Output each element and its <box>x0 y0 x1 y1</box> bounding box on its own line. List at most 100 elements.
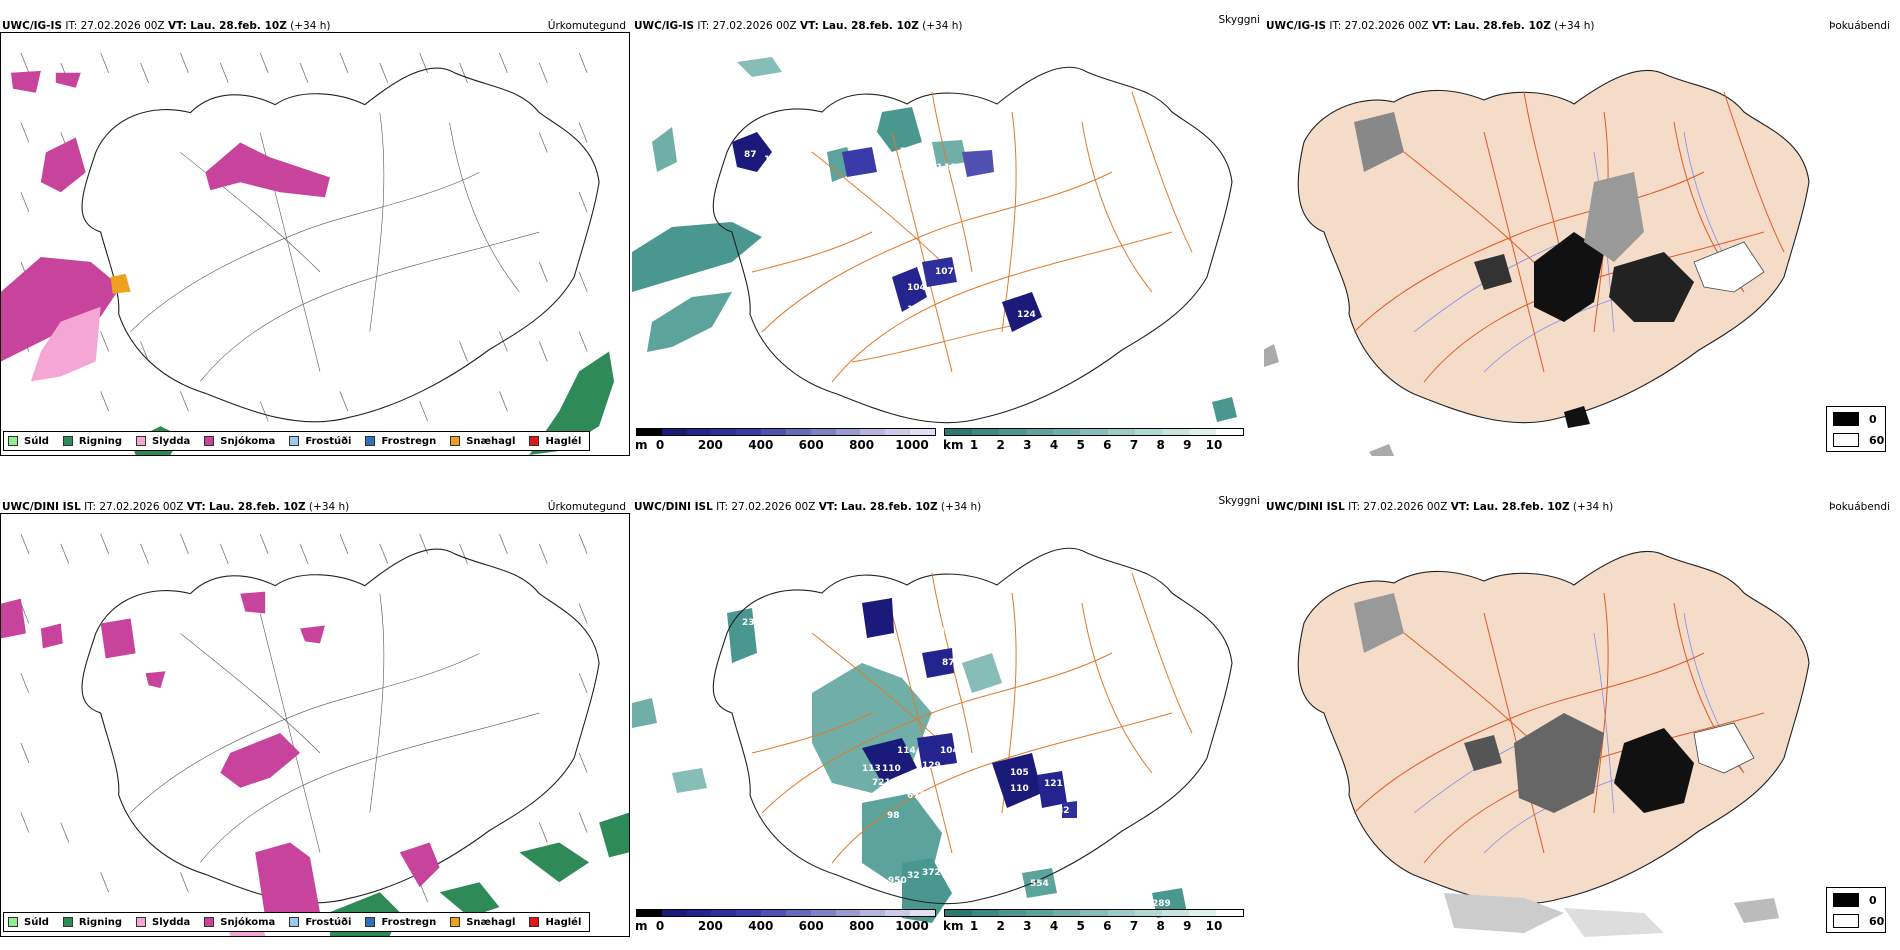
colorbar-segment <box>1080 429 1108 435</box>
colorbar-segment <box>637 429 662 435</box>
cloud-label: 230 <box>742 618 761 628</box>
colorbar-segment <box>885 910 911 916</box>
cloud-label: 721 <box>872 778 891 788</box>
cloud-label: 258 <box>944 626 963 636</box>
low-visibility-areas <box>632 57 1237 422</box>
legend-item-snjokoma: Snjókoma <box>204 917 275 928</box>
panel-header: UWC/IG-IS IT: 27.02.2026 00Z VT: Lau. 28… <box>634 14 1261 32</box>
lead-time: (+34 h) <box>1572 501 1614 513</box>
colorbar-tick: 8 <box>1156 919 1165 933</box>
cloud-label: 87 <box>744 150 757 160</box>
visibility-map: 230 194 24 50 258 87 114 104 113 110 129… <box>632 513 1262 937</box>
legend-item-frostudi: Frostúði <box>289 917 351 928</box>
fog-areas <box>1354 593 1779 937</box>
product-label: Skyggni <box>1218 14 1261 26</box>
colorbar-segment <box>1134 910 1162 916</box>
legend-item-suld: Súld <box>8 917 49 928</box>
colorbar-segment <box>910 429 935 435</box>
lead-time: (+34 h) <box>308 501 350 513</box>
lead-time: (+34 h) <box>1554 20 1595 32</box>
legend-item-suld: Súld <box>8 436 49 447</box>
colorbar-segment <box>1215 429 1244 435</box>
cloud-label: 372 <box>922 868 941 878</box>
road-network <box>751 91 1193 383</box>
cloud-base-labels: 230 194 24 50 258 87 114 104 113 110 129… <box>742 618 1171 909</box>
init-time: 27.02.2026 00Z <box>99 501 184 513</box>
colorbar-segment <box>1107 429 1135 435</box>
precip-type-map: Súld Rigning Slydda Snjókoma Frostúði Fr… <box>0 513 630 937</box>
panel-precip-type-igis: UWC/IG-IS IT: 27.02.2026 00Z VT: Lau. 28… <box>0 16 630 456</box>
colorbar-segment <box>785 429 811 435</box>
precip-type-map: Súld Rigning Slydda Snjókoma Frostúði Fr… <box>0 32 630 456</box>
valid-time: Lau. 28.feb. 10Z <box>209 501 306 513</box>
legend-swatch <box>450 917 461 927</box>
precip-type-legend: Súld Rigning Slydda Snjókoma Frostúði Fr… <box>3 912 591 932</box>
colorbar-segment <box>945 910 973 916</box>
legend-swatch <box>204 917 215 927</box>
colorbar-segment <box>972 429 1000 435</box>
fog-areas <box>1264 112 1765 456</box>
cloud-label: 581 <box>1050 310 1069 320</box>
colorbar-segment <box>761 910 786 916</box>
fog-indicator-legend: 0 60 <box>1826 406 1886 452</box>
cloud-label: 32 <box>907 871 920 881</box>
colorbar-segment <box>686 910 712 916</box>
fog-swatch-high <box>1833 893 1859 907</box>
panel-fog-indicator-igis: UWC/IG-IS IT: 27.02.2026 00Z VT: Lau. 28… <box>1264 16 1894 456</box>
colorbar-segment <box>910 910 935 916</box>
colorbar-tick: 200 <box>697 438 723 452</box>
panel-visibility-dini: UWC/DINI ISL IT: 27.02.2026 00Z VT: Lau.… <box>632 495 1262 937</box>
lead-time: (+34 h) <box>940 501 982 513</box>
panel-header: UWC/DINI ISL IT: 27.02.2026 00Z VT: Lau.… <box>2 501 626 513</box>
cloud-label: 105 <box>1010 768 1029 778</box>
colorbar-segment <box>736 429 762 435</box>
cloud-label: 191 <box>924 163 943 173</box>
iceland-coastline <box>81 548 600 904</box>
colorbar-tick: 10 <box>1205 919 1223 933</box>
colorbar-tick: 600 <box>798 919 824 933</box>
colorbar-segment <box>686 429 712 435</box>
cloud-label: 110 <box>882 764 901 774</box>
cloud-label: 131 <box>1014 283 1033 293</box>
colorbar-tick: 1000 <box>895 438 929 452</box>
cloud-label: 100 <box>764 155 783 165</box>
colorbar-tick: 800 <box>849 438 875 452</box>
colorbar-segment <box>860 910 886 916</box>
lead-time: (+34 h) <box>922 20 963 32</box>
legend-swatch <box>136 917 147 927</box>
colorbar-segment <box>945 429 973 435</box>
legend-item-slydda: Slydda <box>136 436 190 447</box>
cloud-label: 677 <box>907 791 926 801</box>
precip-areas <box>1 591 629 936</box>
low-cloud-base-areas <box>862 598 1077 818</box>
colorbar-tick: 10 <box>1205 438 1223 452</box>
colorbar-tick: 4 <box>1049 438 1059 452</box>
init-time: 27.02.2026 00Z <box>80 20 165 32</box>
colorbar-tick: 4 <box>1049 919 1059 933</box>
legend-item-rigning: Rigning <box>62 436 122 447</box>
panel-visibility-igis: UWC/IG-IS IT: 27.02.2026 00Z VT: Lau. 28… <box>632 14 1262 456</box>
legend-swatch <box>289 436 300 446</box>
visibility-colorbar: 1 2 3 4 5 6 7 8 9 10 km <box>943 428 1244 454</box>
colorbar-tick: 5 <box>1076 438 1085 452</box>
cloud-label: 104 <box>907 283 926 293</box>
legend-swatch <box>529 917 540 927</box>
cloud-base-labels: 826 87 100 450 73 191 188 107 104 13 124… <box>694 147 1069 320</box>
panel-header: UWC/IG-IS IT: 27.02.2026 00Z VT: Lau. 28… <box>2 20 626 32</box>
legend-item-haglel: Haglél <box>529 436 581 447</box>
colorbar-segment <box>1188 910 1216 916</box>
colorbar-tick: 2 <box>996 919 1005 933</box>
init-time: 27.02.2026 00Z <box>1344 20 1429 32</box>
colorbar-segment <box>1080 910 1108 916</box>
legend-item-snaehagl: Snæhagl <box>450 436 515 447</box>
colorbar-segment <box>711 910 737 916</box>
colorbar-segment <box>1053 429 1081 435</box>
valid-time: Lau. 28.feb. 10Z <box>190 20 287 32</box>
colorbar-tick: 400 <box>748 438 774 452</box>
cloud-label: 104 <box>940 746 959 756</box>
cloud-base-colorbar: 0 200 400 600 800 1000 m <box>635 428 936 454</box>
legend-swatch <box>204 436 215 446</box>
init-time: 27.02.2026 00Z <box>731 501 816 513</box>
legend-swatch <box>62 917 73 927</box>
colorbar-segment <box>1215 910 1244 916</box>
